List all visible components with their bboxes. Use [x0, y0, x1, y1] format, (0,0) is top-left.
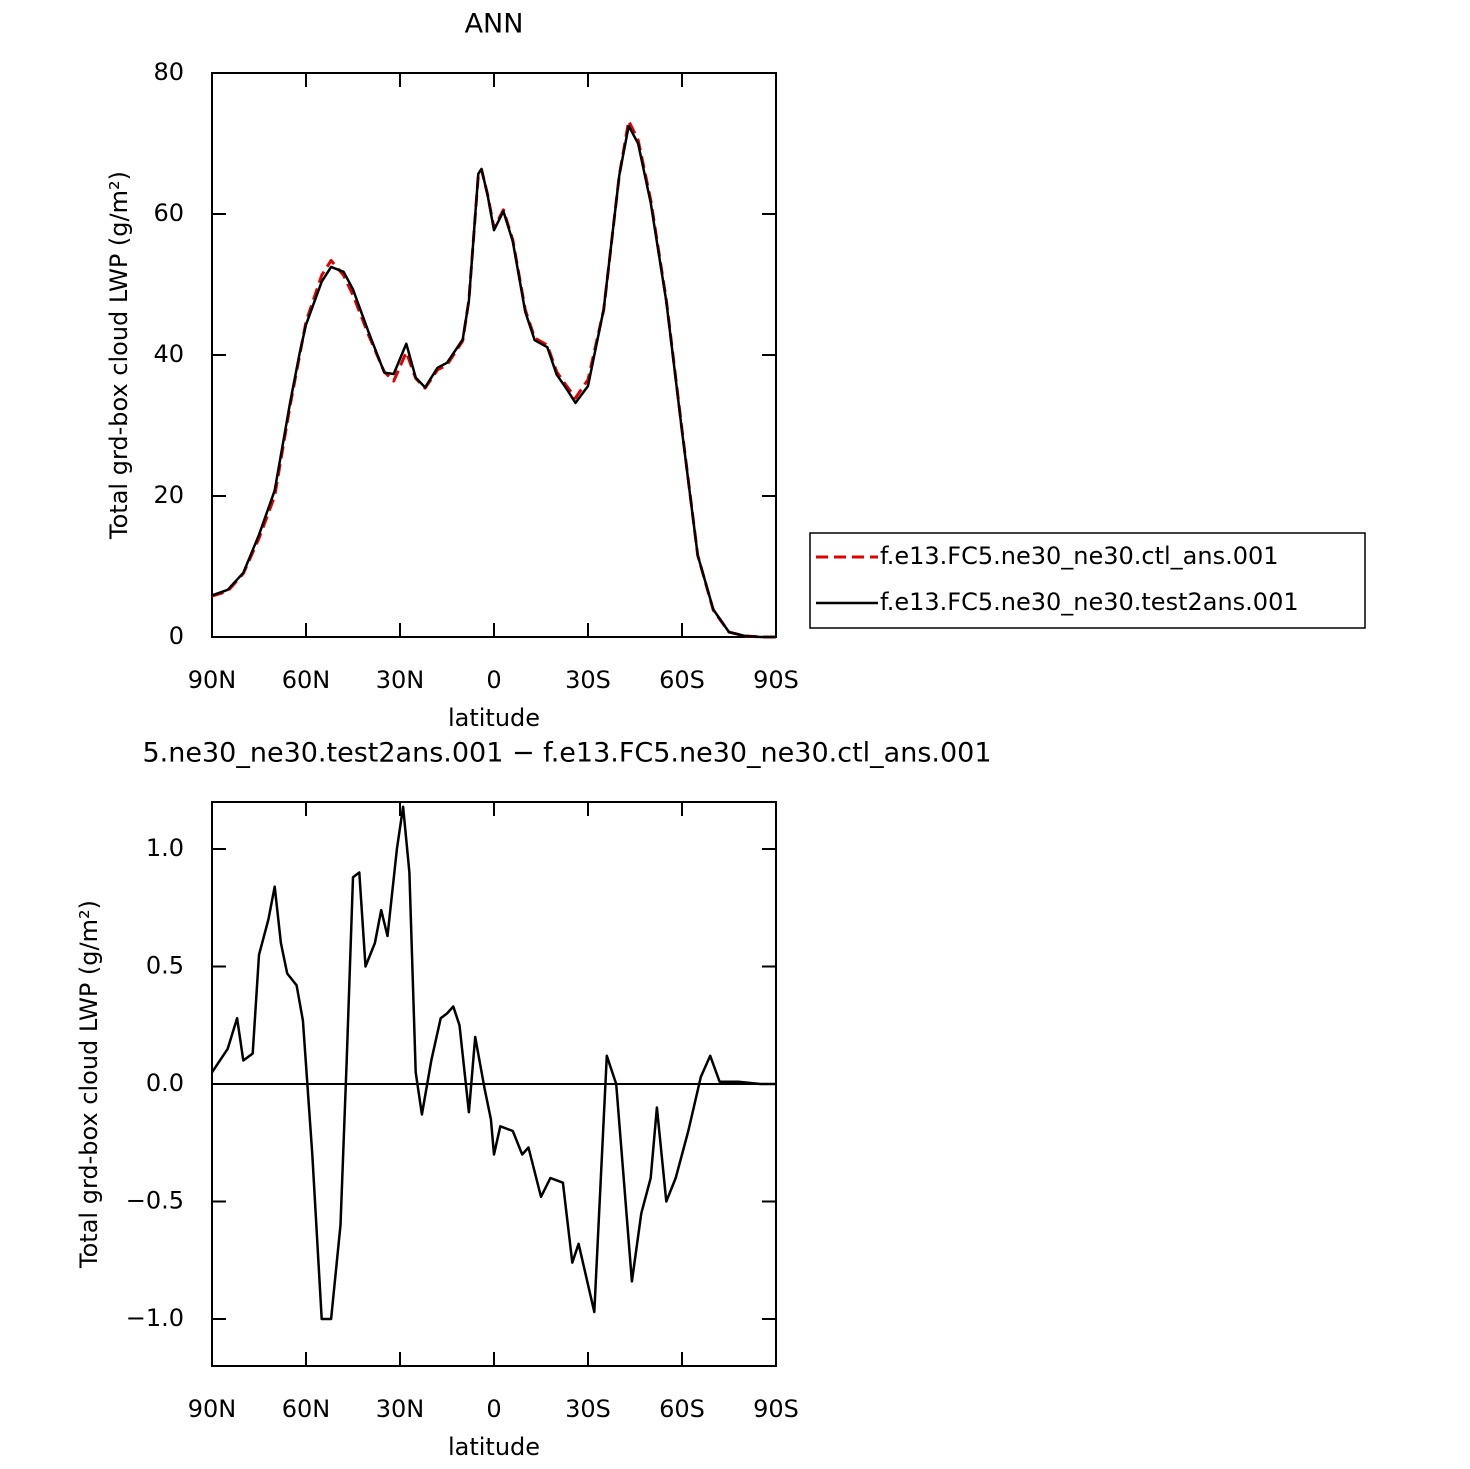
chart-title: ANN: [465, 9, 524, 40]
x-tick-label: 60N: [282, 1395, 331, 1423]
y-tick-label: 0: [169, 622, 184, 650]
chart-panel: ANN latitude Total grd-box cloud LWP (g/m²…: [105, 9, 1366, 732]
data-line: [210, 805, 776, 1321]
x-tick-label: 30S: [565, 1395, 611, 1423]
data-line: [211, 119, 776, 639]
y-axis-label: Total grd-box cloud LWP (g/m²): [105, 171, 133, 540]
x-axis-label: latitude: [448, 1433, 540, 1461]
plot-frame: [211, 72, 777, 638]
y-tick-label: 1.0: [146, 834, 184, 862]
x-tick-label: 60S: [659, 666, 705, 694]
x-tick-label: 60S: [659, 1395, 705, 1423]
y-tick-label: 40: [153, 340, 184, 368]
x-tick-label: 30N: [376, 1395, 425, 1423]
x-tick-label: 90N: [188, 666, 237, 694]
x-axis-label: latitude: [448, 704, 540, 732]
legend-box: [809, 532, 1366, 629]
y-tick-label: −0.5: [126, 1187, 184, 1215]
y-tick-label: 0.0: [146, 1069, 184, 1097]
y-tick-label: 0.5: [146, 952, 184, 980]
y-tick-label: 20: [153, 481, 184, 509]
chart-panel: 5.ne30_ne30.test2ans.001 − f.e13.FC5.ne3…: [75, 738, 992, 1462]
x-tick-label: 90S: [753, 1395, 799, 1423]
data-line: [211, 124, 776, 639]
y-tick-label: 60: [153, 199, 184, 227]
y-tick-label: 80: [153, 58, 184, 86]
x-tick-label: 0: [486, 1395, 501, 1423]
legend-label: f.e13.FC5.ne30_ne30.test2ans.001: [880, 588, 1299, 616]
x-tick-label: 60N: [282, 666, 331, 694]
x-tick-label: 0: [486, 666, 501, 694]
x-tick-label: 30N: [376, 666, 425, 694]
chart-title: 5.ne30_ne30.test2ans.001 − f.e13.FC5.ne3…: [143, 738, 992, 769]
legend: f.e13.FC5.ne30_ne30.ctl_ans.001 f.e13.FC5…: [809, 532, 1366, 629]
y-tick-label: −1.0: [126, 1304, 184, 1332]
y-axis-label: Total grd-box cloud LWP (g/m²): [75, 900, 103, 1269]
legend-label: f.e13.FC5.ne30_ne30.ctl_ans.001: [880, 542, 1279, 570]
x-tick-label: 90N: [188, 1395, 237, 1423]
x-tick-label: 30S: [565, 666, 611, 694]
x-tick-label: 90S: [753, 666, 799, 694]
